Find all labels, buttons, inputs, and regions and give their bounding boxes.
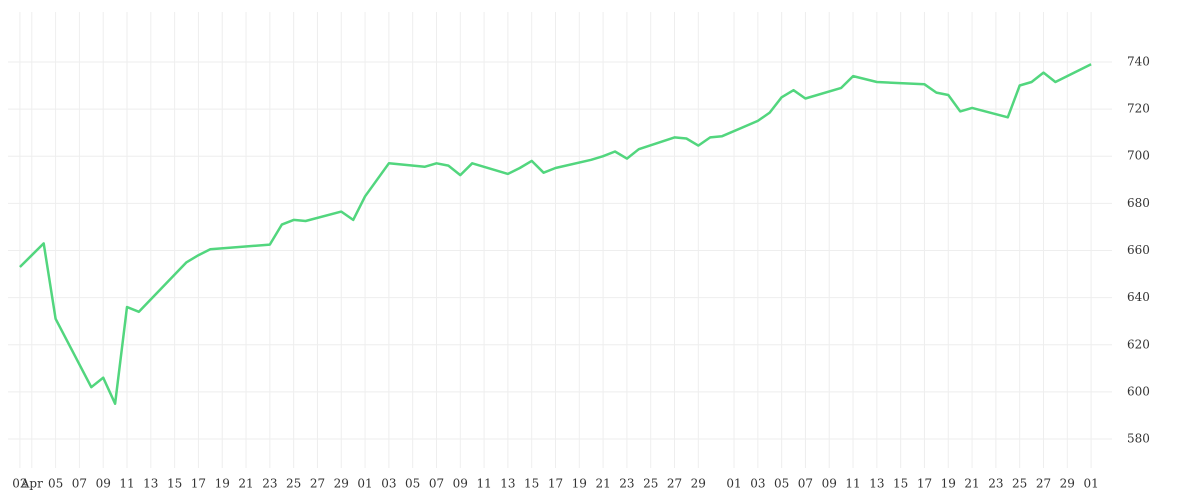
x-tick-label: 15 bbox=[167, 477, 182, 491]
x-tick-label: 21 bbox=[964, 477, 979, 491]
x-tick-label: 07 bbox=[429, 477, 444, 491]
x-tick-label: 05 bbox=[405, 477, 420, 491]
x-tick-label: 03 bbox=[750, 477, 765, 491]
x-tick-label: 25 bbox=[643, 477, 658, 491]
x-tick-label: 27 bbox=[667, 477, 682, 491]
line bbox=[19, 63, 1092, 405]
x-tick-label: 29 bbox=[1060, 477, 1075, 491]
y-tick-label: 640 bbox=[1127, 290, 1150, 304]
x-tick-label: 11 bbox=[119, 477, 134, 491]
x-tick-label: 03 bbox=[381, 477, 396, 491]
x-tick-label: 15 bbox=[524, 477, 539, 491]
x-tick-label: 29 bbox=[334, 477, 349, 491]
x-tick-label: 23 bbox=[619, 477, 634, 491]
x-tick-label: 07 bbox=[798, 477, 813, 491]
x-tick-label: 29 bbox=[691, 477, 706, 491]
x-tick-label: 27 bbox=[310, 477, 325, 491]
x-tick-label: 17 bbox=[917, 477, 932, 491]
y-tick-label: 720 bbox=[1127, 102, 1150, 116]
x-tick-label: 01 bbox=[1083, 477, 1098, 491]
x-tick-label: 23 bbox=[262, 477, 277, 491]
y-tick-label: 680 bbox=[1127, 196, 1150, 210]
x-tick-label: 19 bbox=[215, 477, 230, 491]
x-tick-label: 27 bbox=[1036, 477, 1051, 491]
x-tick-label: 09 bbox=[96, 477, 111, 491]
x-tick-label: 07 bbox=[72, 477, 87, 491]
x-tick-label: 13 bbox=[500, 477, 515, 491]
x-tick-label: 25 bbox=[1012, 477, 1027, 491]
x-tick-label: 21 bbox=[595, 477, 610, 491]
x-tick-label: 09 bbox=[453, 477, 468, 491]
x-tick-label: 21 bbox=[238, 477, 253, 491]
x-tick-label: 17 bbox=[548, 477, 563, 491]
x-tick-label: 05 bbox=[48, 477, 63, 491]
x-tick-label: 17 bbox=[191, 477, 206, 491]
x-tick-label: 19 bbox=[572, 477, 587, 491]
y-tick-label: 660 bbox=[1127, 243, 1150, 257]
x-tick-label: 01 bbox=[357, 477, 372, 491]
x-tick-label: 13 bbox=[869, 477, 884, 491]
x-tick-label: 11 bbox=[476, 477, 491, 491]
x-tick-label: 01 bbox=[726, 477, 741, 491]
x-tick-label: 02 bbox=[12, 477, 27, 491]
y-tick-label: 580 bbox=[1127, 432, 1150, 446]
x-tick-label: 05 bbox=[774, 477, 789, 491]
y-tick-label: 600 bbox=[1127, 384, 1150, 398]
y-tick-label: 700 bbox=[1127, 149, 1150, 163]
x-tick-label: 13 bbox=[143, 477, 158, 491]
x-tick-label: 19 bbox=[941, 477, 956, 491]
x-tick-label: 15 bbox=[893, 477, 908, 491]
x-tick-label: 25 bbox=[286, 477, 301, 491]
x-tick-label: 23 bbox=[988, 477, 1003, 491]
y-tick-label: 740 bbox=[1127, 54, 1150, 68]
y-tick-label: 620 bbox=[1127, 337, 1150, 351]
x-tick-label: Apr bbox=[20, 477, 43, 491]
x-tick-label: 09 bbox=[822, 477, 837, 491]
x-tick-label: 11 bbox=[845, 477, 860, 491]
